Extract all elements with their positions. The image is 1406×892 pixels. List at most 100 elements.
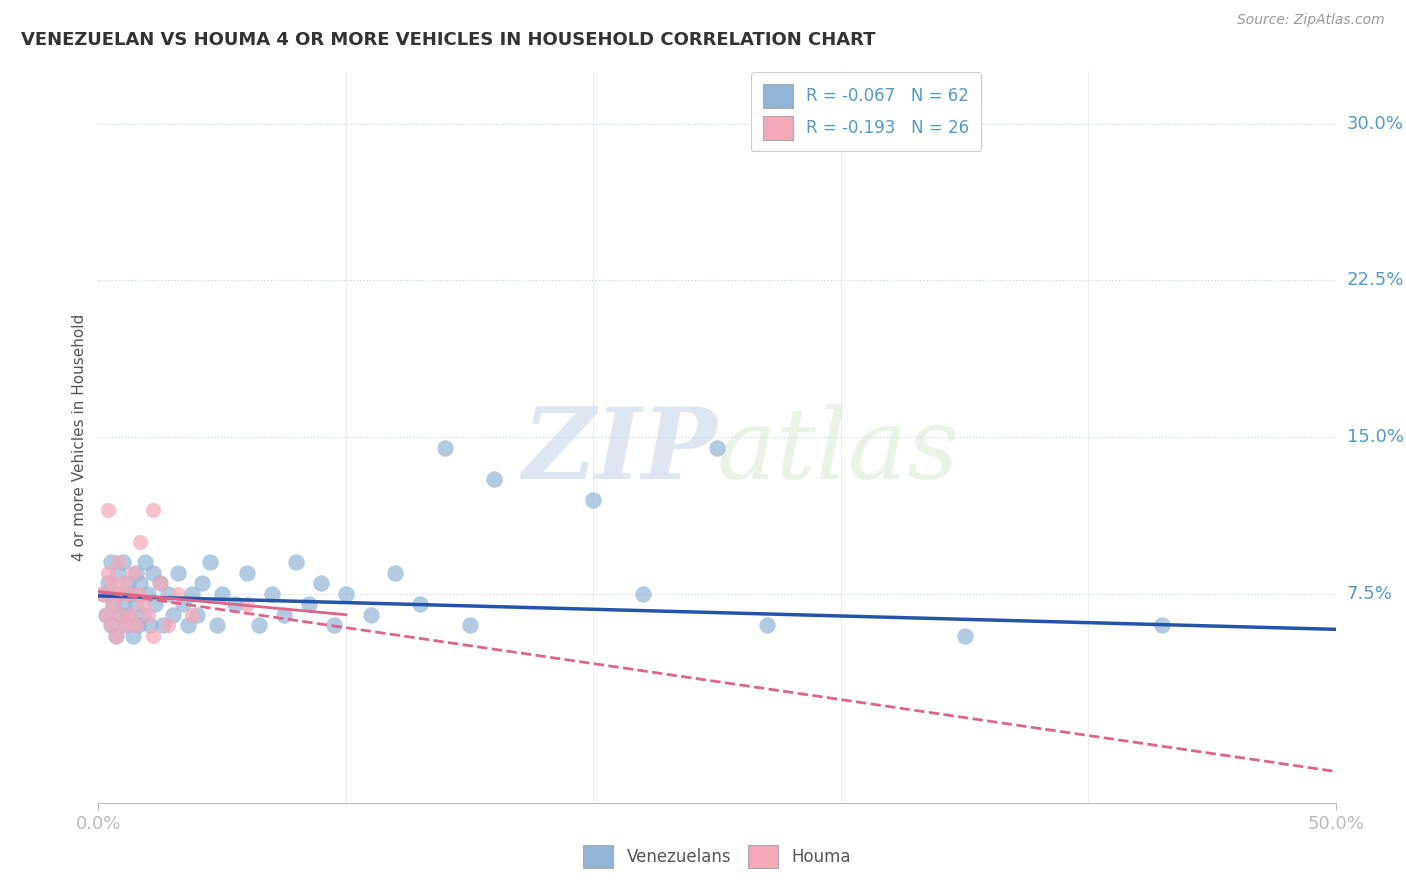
Point [124, 566, 146, 580]
Text: 15.0%: 15.0% [1347, 428, 1403, 446]
Point [236, 566, 259, 580]
Point [181, 587, 204, 601]
Point [100, 618, 122, 632]
Point [156, 587, 179, 601]
Point [97, 576, 120, 591]
Point [129, 534, 152, 549]
Point [458, 618, 481, 632]
Point [236, 597, 259, 611]
Point [136, 587, 159, 601]
Point [97, 566, 120, 580]
Point [103, 597, 125, 611]
Point [129, 576, 152, 591]
Point [139, 618, 162, 632]
Point [143, 597, 166, 611]
Point [172, 597, 194, 611]
Point [224, 597, 246, 611]
Point [107, 566, 129, 580]
Point [211, 587, 233, 601]
Point [100, 618, 122, 632]
Point [134, 556, 156, 570]
Point [104, 629, 127, 643]
Point [191, 576, 214, 591]
Point [260, 587, 283, 601]
Point [124, 618, 146, 632]
Point [433, 441, 456, 455]
Point [149, 576, 172, 591]
Text: 7.5%: 7.5% [1347, 585, 1393, 603]
Point [142, 566, 165, 580]
Point [166, 566, 188, 580]
Point [149, 576, 172, 591]
Point [100, 556, 122, 570]
Text: 30.0%: 30.0% [1347, 114, 1403, 133]
Point [122, 629, 145, 643]
Point [631, 587, 654, 601]
Point [120, 587, 142, 601]
Point [112, 597, 135, 611]
Point [409, 597, 432, 611]
Point [205, 618, 228, 632]
Point [198, 556, 221, 570]
Point [953, 629, 976, 643]
Point [112, 556, 135, 570]
Point [114, 618, 136, 632]
Point [107, 587, 129, 601]
Text: Source: ZipAtlas.com: Source: ZipAtlas.com [1237, 13, 1385, 28]
Point [176, 618, 198, 632]
Point [117, 576, 139, 591]
Point [97, 503, 120, 517]
Point [298, 597, 321, 611]
Point [309, 576, 332, 591]
Point [94, 607, 117, 622]
Point [755, 618, 778, 632]
Point [122, 566, 145, 580]
Text: VENEZUELAN VS HOUMA 4 OR MORE VEHICLES IN HOUSEHOLD CORRELATION CHART: VENEZUELAN VS HOUMA 4 OR MORE VEHICLES I… [21, 31, 876, 49]
Point [384, 566, 406, 580]
Point [114, 618, 136, 632]
Point [120, 607, 142, 622]
Point [152, 618, 174, 632]
Point [103, 597, 125, 611]
Point [132, 597, 155, 611]
Point [110, 607, 132, 622]
Point [104, 629, 127, 643]
Point [132, 607, 155, 622]
Point [107, 587, 129, 601]
Point [186, 607, 208, 622]
Point [93, 587, 115, 601]
Point [94, 607, 117, 622]
Legend: Venezuelans, Houma: Venezuelans, Houma [576, 838, 858, 875]
Text: 22.5%: 22.5% [1347, 271, 1405, 289]
Point [181, 607, 204, 622]
Point [166, 587, 188, 601]
Point [156, 618, 179, 632]
Text: atlas: atlas [717, 404, 960, 500]
Point [107, 556, 129, 570]
Point [93, 587, 115, 601]
Point [582, 492, 605, 507]
Point [335, 587, 357, 601]
Point [322, 618, 344, 632]
Point [117, 607, 139, 622]
Point [124, 597, 146, 611]
Point [127, 618, 149, 632]
Point [142, 629, 165, 643]
Point [127, 587, 149, 601]
Point [706, 441, 728, 455]
Text: ZIP: ZIP [522, 403, 717, 500]
Y-axis label: 4 or more Vehicles in Household: 4 or more Vehicles in Household [72, 313, 87, 561]
Point [273, 607, 295, 622]
Point [360, 607, 382, 622]
Point [285, 556, 308, 570]
Point [162, 607, 184, 622]
Point [484, 472, 506, 486]
Point [110, 607, 132, 622]
Point [136, 607, 159, 622]
Point [117, 587, 139, 601]
Point [1152, 618, 1174, 632]
Point [112, 576, 135, 591]
Point [142, 503, 165, 517]
Point [247, 618, 270, 632]
Point [100, 576, 122, 591]
